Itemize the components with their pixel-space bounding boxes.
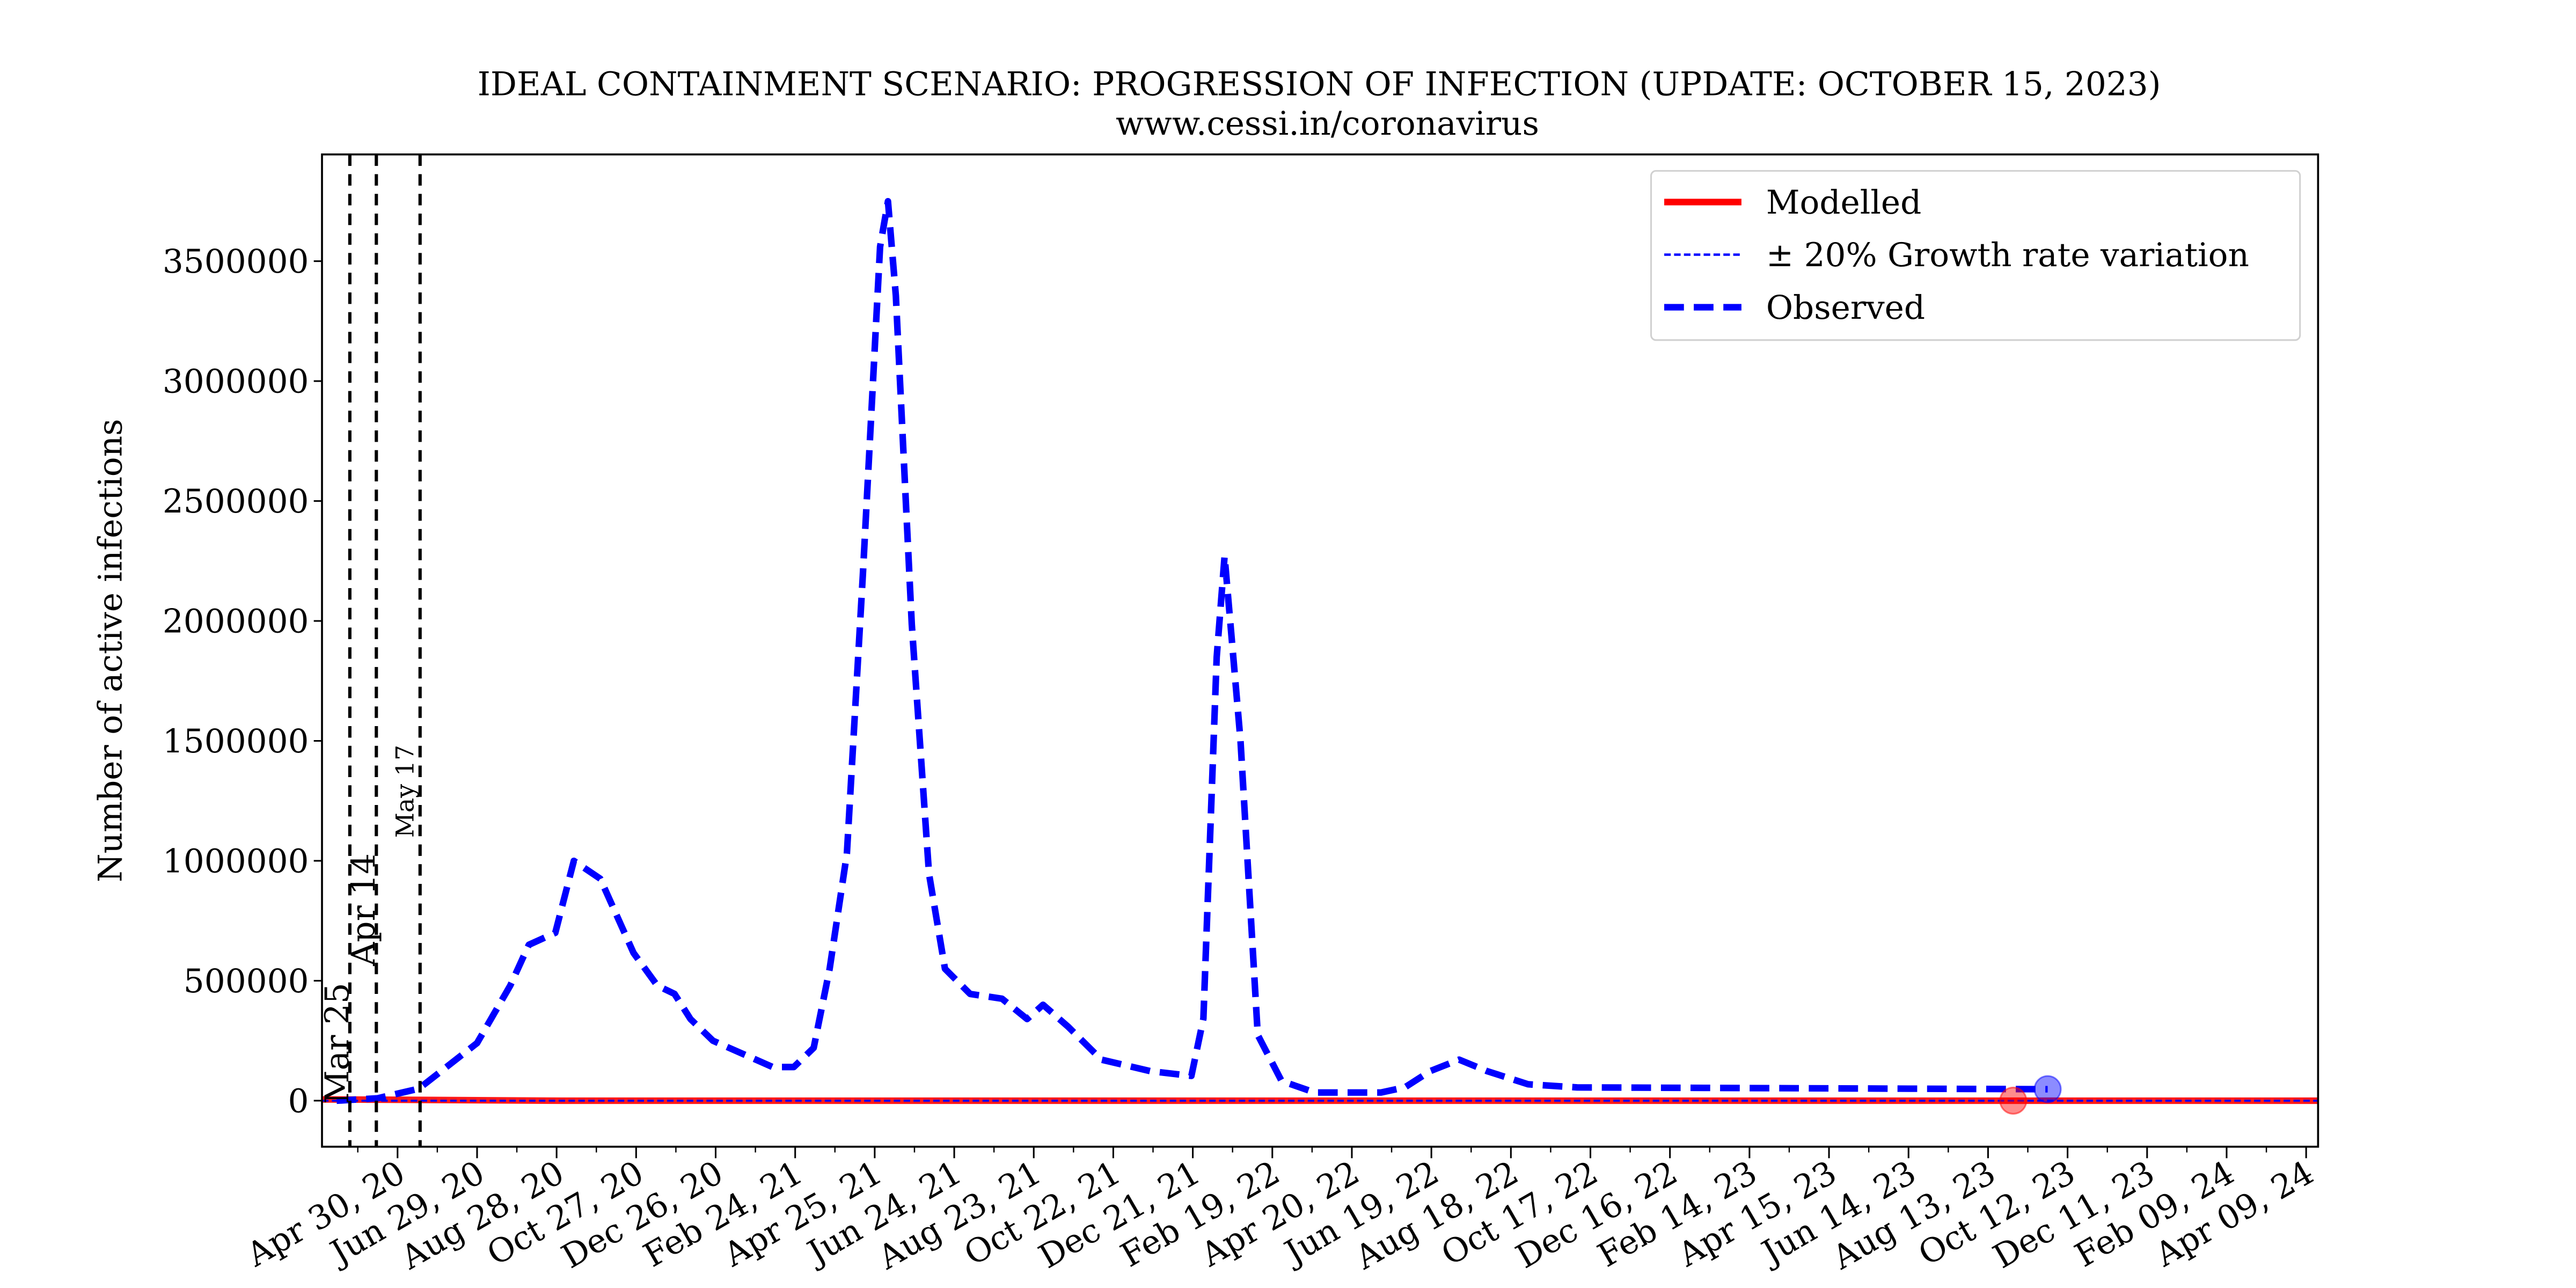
y-tick-label: 500000 xyxy=(184,962,309,1000)
legend-label-observed: Observed xyxy=(1766,289,1925,327)
plot-content: Mar 25 Apr 14 May 17 xyxy=(318,154,2318,1147)
y-axis-label: Number of active infections xyxy=(92,419,130,882)
y-tick-label: 1500000 xyxy=(163,722,309,760)
chart-title: IDEAL CONTAINMENT SCENARIO: PROGRESSION … xyxy=(478,65,2161,104)
legend-label-modelled: Modelled xyxy=(1766,184,1922,222)
y-tick-label: 0 xyxy=(288,1082,309,1120)
legend: Modelled ± 20% Growth rate variation Obs… xyxy=(1650,170,2301,341)
y-tick-label: 3000000 xyxy=(163,363,309,401)
y-tick-label: 1000000 xyxy=(163,842,309,880)
y-tick-label: 2500000 xyxy=(163,482,309,521)
vline-label: May 17 xyxy=(391,745,420,838)
series-line-observed xyxy=(336,197,2048,1104)
axes-frame xyxy=(321,153,2319,1148)
legend-box xyxy=(1650,170,2301,341)
vline-label: Apr 14 xyxy=(345,853,383,967)
vline-label: Mar 25 xyxy=(318,983,356,1104)
y-tick-label: 2000000 xyxy=(163,602,309,640)
legend-label-growth-variation: ± 20% Growth rate variation xyxy=(1766,236,2249,274)
plot-area: Mar 25 Apr 14 May 17 0 500000 1000000 1500000 2… xyxy=(163,153,2320,1277)
marker-observed xyxy=(2033,1075,2062,1103)
y-tick-label: 3500000 xyxy=(163,243,309,281)
marker-modelled xyxy=(1999,1086,2028,1115)
chart-subtitle: www.cessi.in/coronavirus xyxy=(1116,105,1539,143)
